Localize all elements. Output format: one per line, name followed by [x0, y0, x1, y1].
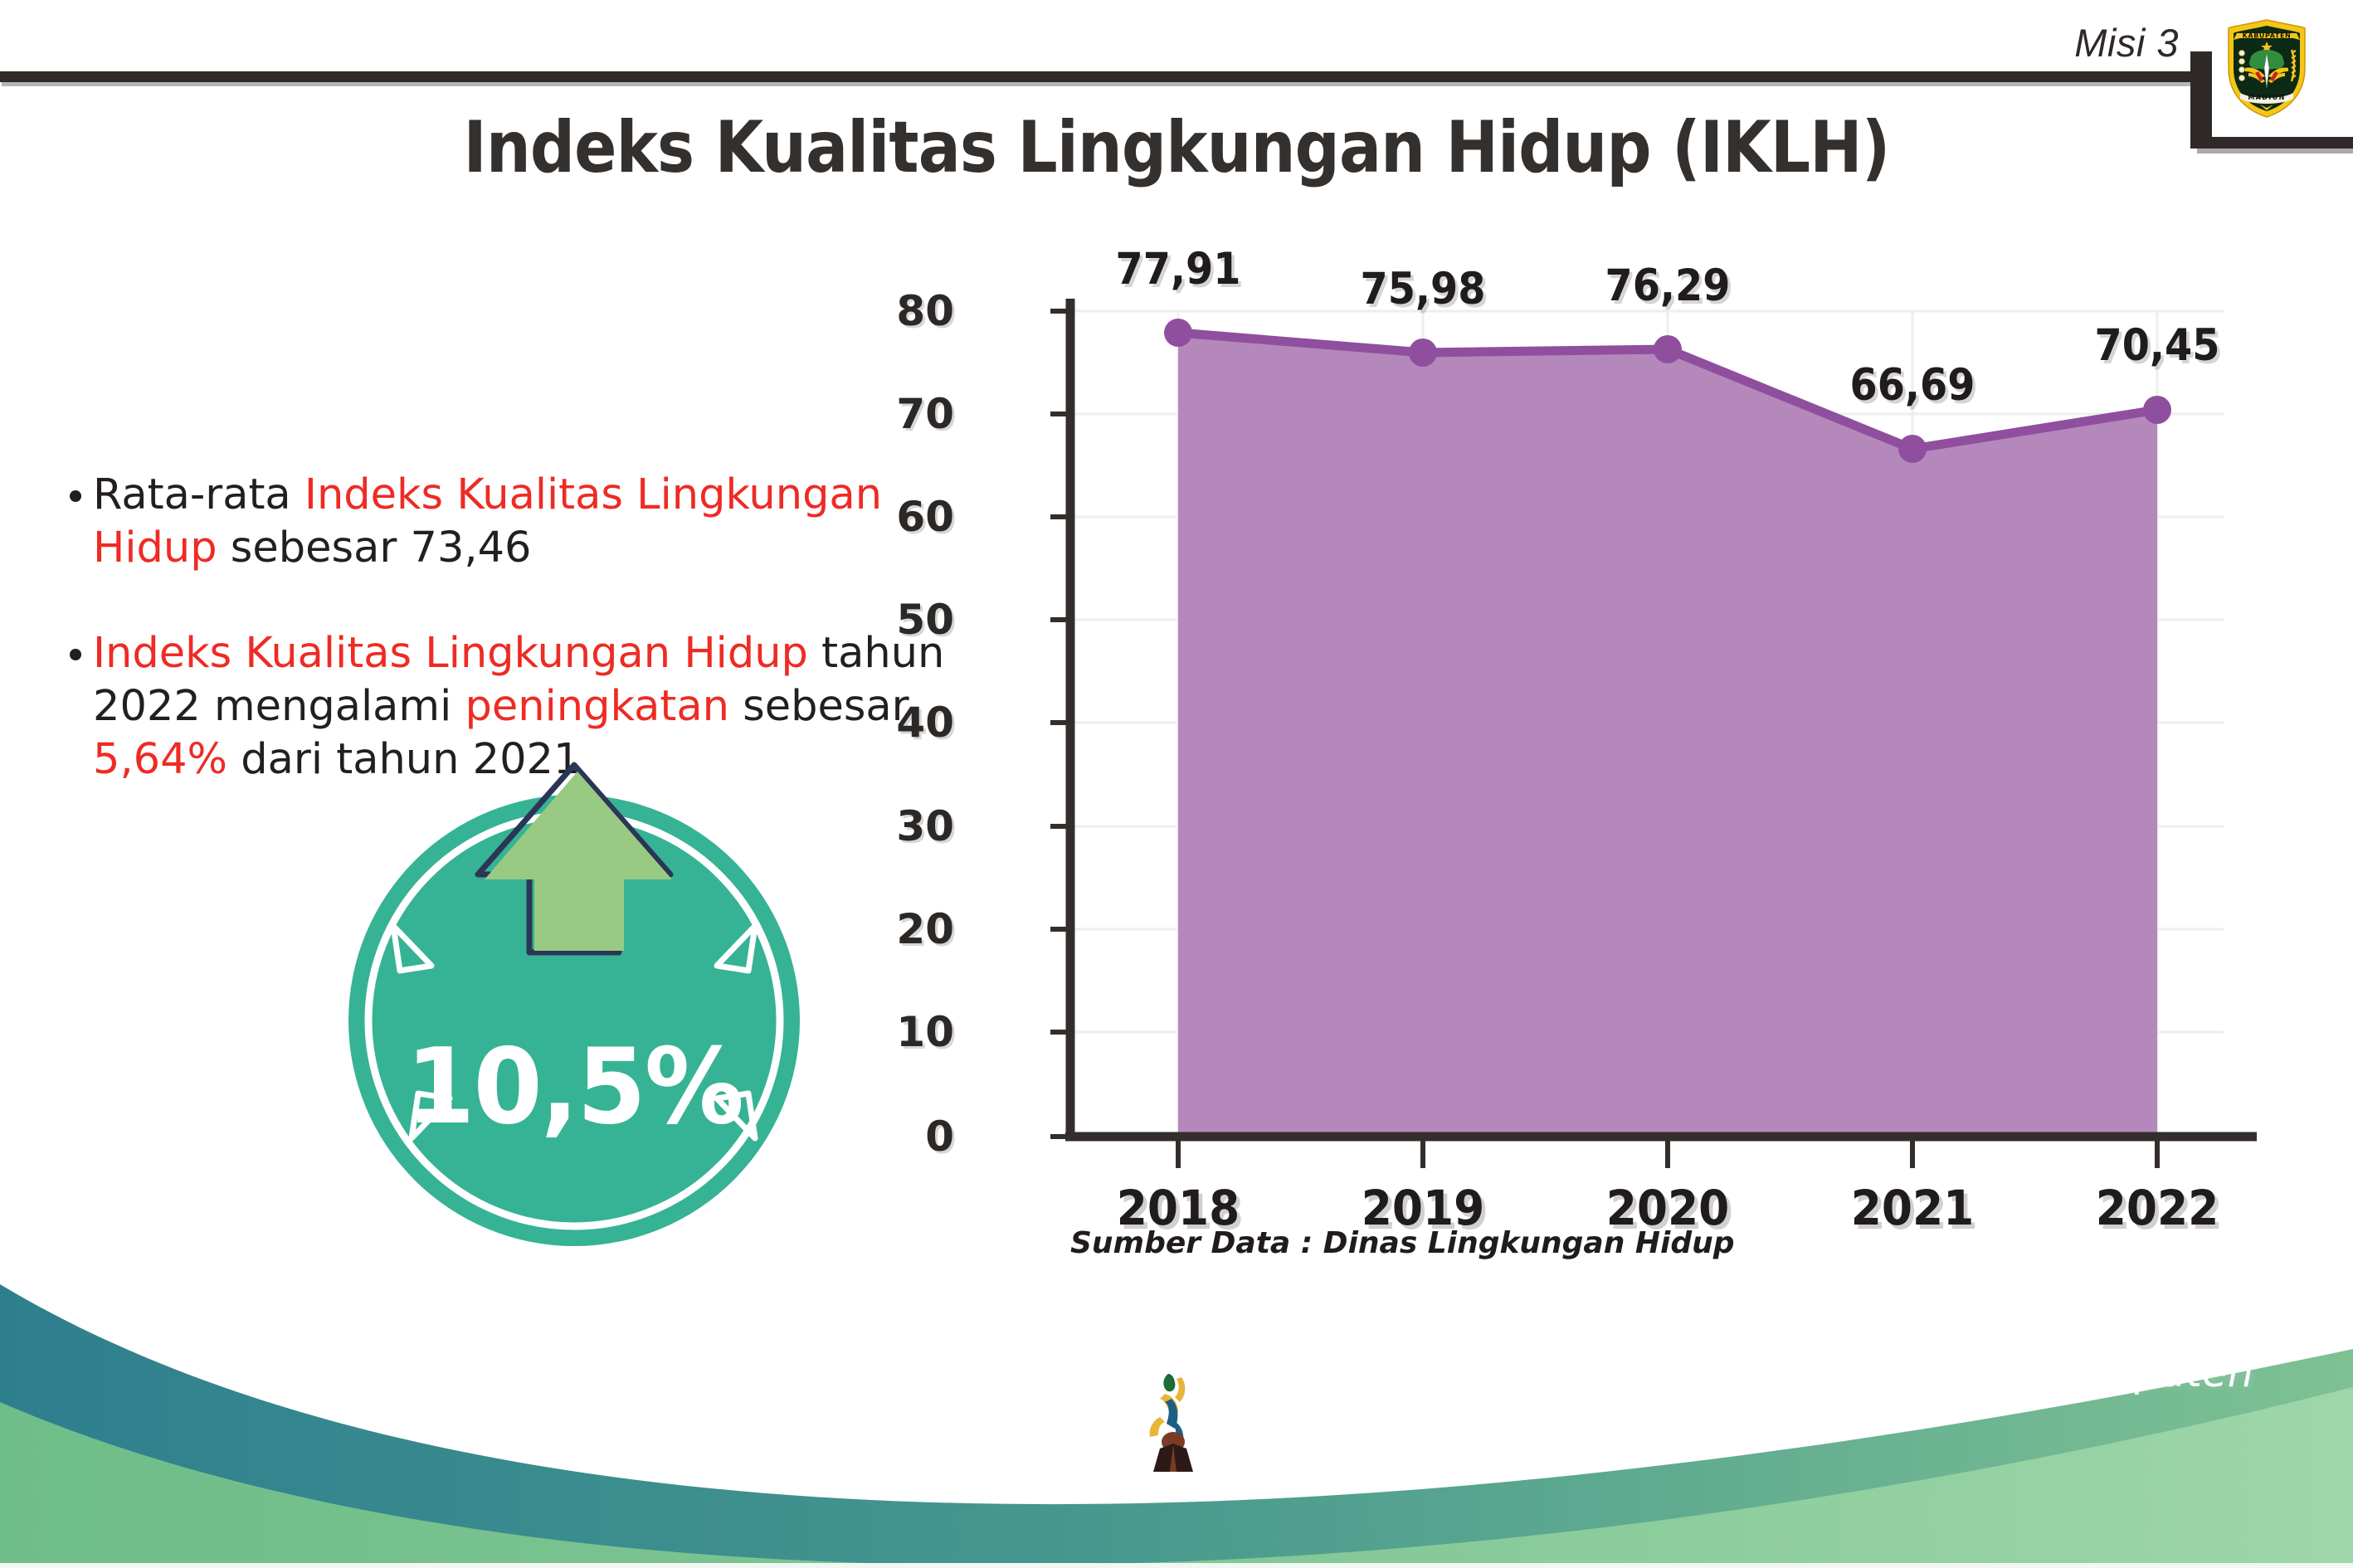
svg-text:MADIUN: MADIUN	[2248, 94, 2285, 101]
list-item: Indeks Kualitas Lingkungan Hidup tahun 2…	[65, 627, 986, 787]
data-label: 70,45	[2094, 320, 2220, 371]
bullet-1-part-5: dari tahun 2021	[227, 735, 581, 784]
increase-badge: 10,5%	[325, 753, 823, 1251]
data-label: 76,29	[1605, 261, 1731, 311]
header-bracket-vertical	[2190, 51, 2212, 147]
page-title: Indeks Kualitas Lingkungan Hidup (IKLH)	[463, 106, 1891, 189]
footer-caption: Media Infografis Data Statistik Sektoral…	[1213, 1349, 2254, 1444]
footer-bottom-edge	[0, 1563, 2353, 1568]
bullet-0-part-0: Rata-rata	[93, 470, 304, 519]
badge-tick-bottomleft	[408, 1090, 453, 1142]
badge-tick-bottomright	[714, 1090, 758, 1142]
x-tick-label: 2021	[1850, 1180, 1975, 1236]
media-infografis-figure-logo-icon	[1135, 1366, 1211, 1475]
bullet-1-part-1: tahun 2022 mengalami	[93, 628, 945, 731]
y-tick-label: 80	[896, 287, 954, 335]
source-note: Sumber Data : Dinas Lingkungan Hidup	[1070, 1226, 1735, 1260]
header-rule-shadow	[2, 82, 2207, 86]
y-tick-label: 10	[896, 1008, 954, 1056]
x-tick-label: 2022	[2095, 1180, 2219, 1236]
data-label: 66,69	[1849, 360, 1975, 411]
list-item: Rata-rata Indeks Kualitas Lingkungan Hid…	[65, 469, 986, 576]
chart-y-ticks	[1050, 309, 1070, 1139]
chart-x-ticks	[1176, 1137, 2160, 1168]
y-tick-label: 30	[896, 802, 954, 850]
badge-circle	[348, 795, 800, 1246]
header-bracket-horizontal	[2190, 137, 2353, 153]
bullet-1-part-2: peningkatan	[465, 681, 729, 731]
x-tick-label: 2020	[1605, 1180, 1730, 1236]
bullet-1-part-3: sebesar	[728, 681, 909, 731]
y-tick-label: 60	[896, 493, 954, 541]
footer-wave-top	[0, 1284, 2353, 1568]
data-label: 77,91	[1115, 244, 1241, 295]
y-tick-label: 40	[896, 699, 954, 747]
badge-tick-topleft	[390, 923, 435, 974]
header-rule	[0, 71, 2205, 82]
bullet-0-part-2: sebesar 73,46	[217, 523, 532, 573]
y-tick-label: 0	[925, 1113, 954, 1161]
up-arrow-icon	[485, 772, 672, 951]
misi-label: Misi 3	[2074, 21, 2179, 65]
chart-markers	[1164, 319, 2171, 463]
y-tick-label: 50	[896, 596, 954, 644]
iklh-area-chart: 80 70 60 50 40 30 20 10 0 77,91 75,98 76…	[896, 244, 2257, 1236]
bullet-1-part-4: 5,64%	[93, 735, 228, 784]
y-tick-label: 70	[896, 390, 954, 438]
footer-wave	[0, 1269, 2353, 1568]
kabupaten-madiun-emblem-icon: KABUPATEN MADIUN	[2224, 17, 2310, 119]
footer-wave-bottom	[0, 1387, 2353, 1568]
x-tick-label: 2018	[1116, 1180, 1240, 1236]
badge-graphic	[348, 762, 800, 1246]
bullet-list: Rata-rata Indeks Kualitas Lingkungan Hid…	[65, 469, 986, 838]
bullet-0-part-1: Indeks Kualitas Lingkungan Hidup	[93, 470, 883, 573]
badge-percent-label: 10,5%	[406, 1025, 744, 1147]
bullet-1-part-0: Indeks Kualitas Lingkungan Hidup	[93, 628, 808, 678]
badge-tick-topright	[714, 923, 758, 974]
svg-text:KABUPATEN: KABUPATEN	[2243, 32, 2292, 40]
y-tick-label: 20	[896, 905, 954, 953]
x-tick-label: 2019	[1361, 1180, 1485, 1236]
chart-area-fill	[1178, 333, 2157, 1137]
data-label: 75,98	[1360, 264, 1486, 314]
